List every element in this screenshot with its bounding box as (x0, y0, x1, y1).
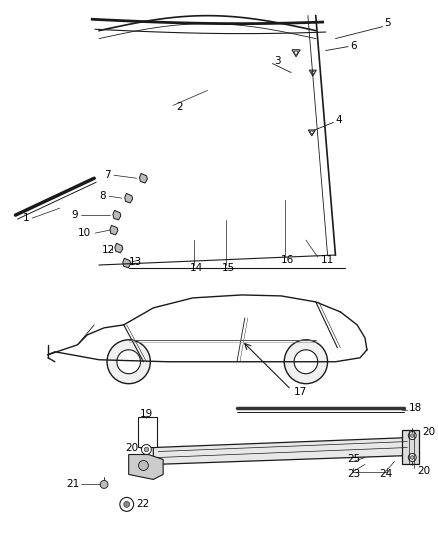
Text: 5: 5 (385, 18, 391, 28)
Circle shape (410, 456, 414, 459)
Circle shape (138, 461, 148, 471)
Text: 4: 4 (336, 115, 342, 125)
Circle shape (284, 340, 328, 384)
Polygon shape (115, 243, 123, 253)
Circle shape (294, 350, 318, 374)
Polygon shape (129, 455, 163, 480)
Text: 21: 21 (66, 479, 79, 489)
Circle shape (410, 434, 414, 438)
Circle shape (107, 340, 150, 384)
Polygon shape (125, 193, 133, 203)
Circle shape (124, 502, 130, 507)
Circle shape (311, 71, 314, 74)
Text: 12: 12 (102, 245, 115, 255)
Polygon shape (113, 211, 121, 220)
Polygon shape (308, 130, 315, 136)
Circle shape (100, 480, 108, 488)
Circle shape (311, 131, 313, 134)
Text: 13: 13 (129, 257, 142, 267)
Circle shape (144, 447, 148, 452)
Polygon shape (403, 430, 419, 464)
Text: 14: 14 (190, 263, 203, 273)
Polygon shape (292, 50, 300, 56)
Text: 23: 23 (347, 470, 360, 480)
Text: 20: 20 (422, 426, 435, 437)
Text: 8: 8 (99, 191, 106, 201)
Circle shape (141, 445, 152, 455)
Text: 20: 20 (417, 466, 430, 477)
Circle shape (117, 350, 141, 374)
Polygon shape (123, 258, 131, 268)
Text: 2: 2 (176, 102, 183, 112)
Text: 17: 17 (294, 386, 307, 397)
Text: 1: 1 (22, 213, 29, 223)
Text: 10: 10 (78, 228, 91, 238)
Text: 15: 15 (222, 263, 236, 273)
Text: 19: 19 (140, 409, 153, 418)
Text: 11: 11 (321, 255, 334, 265)
Text: 9: 9 (71, 210, 78, 220)
Circle shape (294, 51, 298, 54)
Text: 24: 24 (380, 470, 393, 480)
Text: 7: 7 (104, 170, 111, 180)
FancyBboxPatch shape (138, 417, 157, 447)
Polygon shape (153, 438, 409, 464)
Polygon shape (309, 70, 316, 76)
Text: 20: 20 (125, 442, 138, 453)
Polygon shape (110, 225, 118, 235)
Text: 16: 16 (281, 255, 294, 265)
Text: 25: 25 (347, 455, 360, 464)
Text: 6: 6 (350, 41, 357, 51)
Text: 22: 22 (137, 499, 150, 510)
Circle shape (408, 432, 416, 440)
Circle shape (408, 454, 416, 462)
Text: 3: 3 (274, 55, 281, 66)
Polygon shape (140, 173, 148, 183)
Text: 18: 18 (409, 402, 423, 413)
